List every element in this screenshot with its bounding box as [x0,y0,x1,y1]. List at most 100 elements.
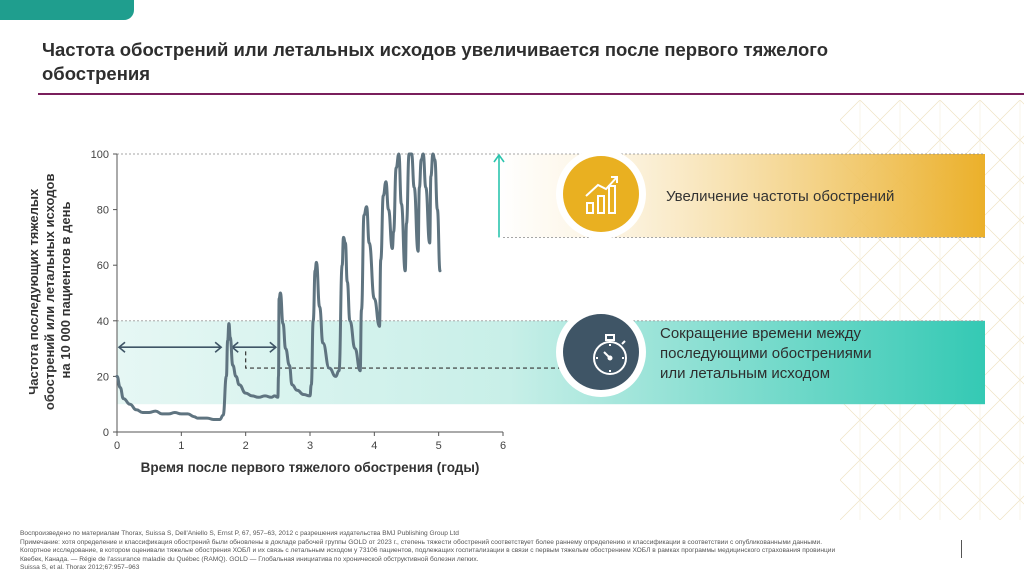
series-point [382,195,384,197]
footer-divider [961,540,962,558]
callout-increase-disc [563,156,639,232]
x-tick-label: 2 [243,440,249,452]
x-tick-label: 4 [371,440,377,452]
series-point [413,186,415,188]
y-axis-label-line-1: Частота последующих тяжелых [26,188,41,395]
series-point [411,153,413,155]
series-point [310,384,312,386]
series-point [344,242,346,244]
series-point [322,342,324,344]
series-point [229,336,231,339]
callout-interval-line-1: Сокращение времени между [660,325,862,342]
interval-arrow-1-left-head [117,341,126,353]
series-point [193,416,195,418]
series-point [341,264,343,266]
series-point [436,209,438,211]
series-point [418,186,420,188]
series-point [245,392,247,394]
y-tick-labels: 0 20 40 60 80 100 [91,149,117,439]
series-point [274,395,276,397]
series-point [349,320,351,322]
series-point [380,259,382,261]
series-point [225,375,227,377]
series-point [232,364,234,366]
series-point [309,395,311,397]
series-point [346,281,348,283]
series-point [335,375,337,377]
series-point [373,298,375,300]
series-point [303,393,305,396]
series-point [277,396,279,398]
series-point [291,384,293,386]
series-point [368,242,370,244]
series-point [342,236,345,238]
series-point [398,153,400,155]
y-axis-label: Частота последующих тяжелых обострений и… [26,170,73,410]
series-point [277,375,280,377]
y-tick-label: 0 [103,427,109,439]
series-point [315,261,317,263]
y-tick-label: 80 [97,205,109,217]
series-point [429,242,431,244]
page-title: Частота обострений или летальных исходов… [42,39,829,84]
series-point [119,386,121,389]
series-points [116,153,441,421]
callout-interval-line-3: или летальным исходом [660,365,830,382]
series-point [387,209,390,211]
series-point [366,206,368,208]
x-tick-label: 5 [436,440,442,452]
footer-notes: Воспроизведено по материалам Thorax, Sui… [20,530,950,573]
series-point [439,270,441,272]
series-point [360,309,363,311]
series-point [282,323,284,325]
series-point [142,411,144,414]
series-point [279,292,281,294]
interval-dashed-connector [245,351,563,369]
x-tick-label: 6 [500,440,506,452]
series-point [167,413,170,415]
y-tick-label: 40 [97,316,109,328]
series-point [417,250,419,252]
series-point [434,159,436,161]
series-point [354,348,356,350]
rising-bar-chart-icon [585,176,618,214]
footer-line-1: Воспроизведено по материалам Thorax, Sui… [20,530,459,537]
series-point [400,203,402,205]
series-point [393,231,395,233]
callout-increase-text: Увеличение частоты обострений [666,188,894,205]
series-point [338,370,340,372]
series-point [122,398,124,400]
series-point [212,418,215,421]
series-point [378,325,381,327]
series-point [196,417,198,419]
series-point [385,181,387,183]
series-point [425,186,427,188]
series-point [270,396,272,398]
x-tick-label: 0 [114,440,120,452]
series-point [129,403,131,405]
series-point [405,222,408,225]
reference-lines [117,153,985,369]
series-point [228,323,230,325]
series-point [319,306,321,308]
y-tick-label: 20 [97,371,109,383]
x-tick-labels: 0 1 2 3 4 5 6 [114,432,506,452]
rise-arrow [493,153,505,238]
series-point [285,348,287,350]
series-point [206,417,208,419]
series-point [264,395,266,397]
series-point [238,384,240,386]
title-divider [38,93,1024,95]
series-point [312,320,314,322]
callout-interval: Сокращение времени между последующими об… [556,307,872,397]
series-point [257,396,260,398]
series-point [430,175,432,177]
series-point [187,413,189,415]
y-axis-label-line-3: на 10 000 пациентов в день [58,202,73,379]
series-line [115,152,442,421]
interval-band [117,320,985,405]
series-point [314,270,316,272]
series-point [363,214,365,216]
y-tick-label: 100 [91,149,109,161]
